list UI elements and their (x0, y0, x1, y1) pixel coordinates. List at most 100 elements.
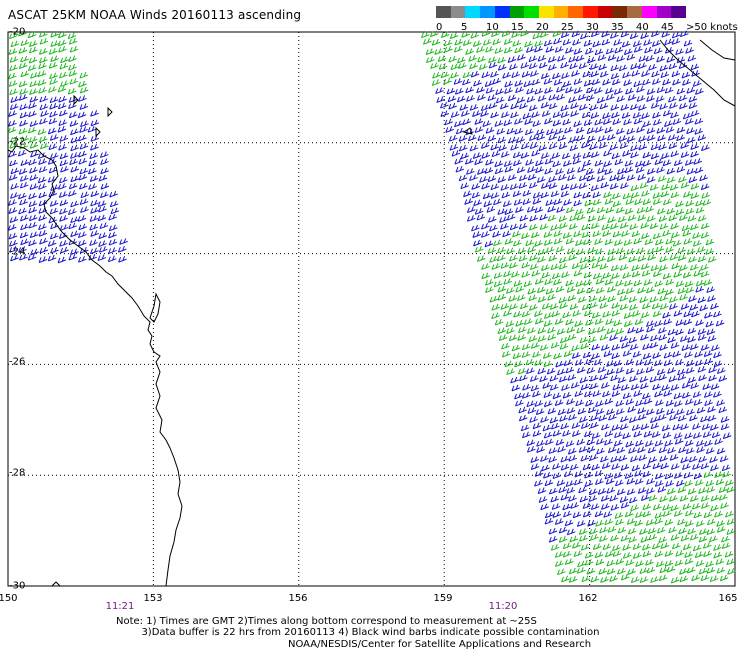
wind-barb (117, 245, 127, 253)
wind-barb (38, 87, 47, 94)
wind-barb (47, 254, 57, 262)
wind-barb (664, 519, 674, 526)
wind-barb (619, 303, 629, 311)
wind-barb (654, 320, 663, 327)
wind-barb (694, 359, 704, 367)
wind-barb (476, 46, 485, 53)
wind-barb (70, 230, 79, 238)
wind-barb (470, 32, 480, 39)
footnote: Note: 1) Times are GMT 2)Times along bot… (116, 616, 599, 638)
wind-barb (18, 80, 28, 88)
wind-barb (481, 263, 490, 270)
wind-barb (725, 510, 734, 518)
wind-barb (612, 200, 622, 208)
wind-barb (700, 462, 710, 470)
wind-barb (556, 206, 565, 213)
wind-barb (670, 504, 679, 512)
wind-barb (487, 135, 497, 142)
wind-barb (609, 575, 618, 582)
wind-barb (603, 350, 613, 358)
wind-barb (501, 191, 511, 199)
wind-barb (556, 479, 566, 487)
wind-barb (659, 264, 668, 272)
wind-barb (714, 510, 723, 518)
wind-barb (700, 183, 710, 191)
wind-barb (701, 192, 710, 199)
wind-barb (600, 423, 610, 431)
wind-barb (497, 327, 507, 335)
wind-barb (568, 223, 578, 230)
wind-barb (645, 559, 654, 566)
wind-barb (68, 182, 78, 190)
wind-barb (715, 319, 725, 327)
wind-barb (626, 477, 636, 485)
wind-barb (527, 173, 537, 181)
wind-barb (543, 39, 553, 47)
wind-barb (706, 486, 716, 494)
legend-swatch (656, 6, 672, 18)
wind-barb (608, 413, 617, 421)
wind-barb (685, 447, 695, 455)
wind-barb (558, 142, 568, 150)
wind-barb (557, 408, 567, 416)
wind-barb (30, 248, 39, 256)
wind-barb (509, 63, 518, 71)
wind-barb (97, 254, 107, 262)
wind-barb (604, 472, 614, 480)
wind-barb (539, 223, 549, 231)
wind-barb (553, 78, 563, 86)
wind-barb (639, 567, 649, 575)
wind-barb (79, 182, 88, 190)
wind-barb (577, 93, 587, 101)
wind-barb (704, 311, 713, 319)
wind-barb (9, 240, 18, 247)
wind-barb (19, 88, 28, 95)
wind-barb (693, 158, 702, 165)
wind-barb (668, 95, 677, 103)
wind-barb (471, 191, 481, 199)
wind-barb (593, 87, 603, 94)
wind-barb (651, 70, 660, 78)
wind-barb (518, 406, 527, 414)
wind-barb (591, 352, 601, 360)
wind-barb (80, 191, 90, 199)
wind-barb (707, 335, 717, 342)
wind-barb (672, 118, 682, 125)
wind-barb (549, 383, 559, 391)
wind-barb (532, 351, 541, 358)
wind-barb (604, 168, 613, 176)
wind-barb (485, 45, 494, 53)
wind-barb (716, 520, 725, 527)
wind-barb (591, 261, 601, 269)
wind-barb (70, 152, 79, 159)
wind-barb (609, 334, 618, 341)
wind-barb (591, 463, 600, 471)
wind-barb (663, 390, 672, 397)
wind-barb (464, 198, 473, 205)
wind-barb (504, 80, 513, 88)
wind-barb (537, 335, 547, 343)
wind-barb (550, 495, 559, 503)
wind-barb (670, 342, 680, 349)
wind-barb (469, 62, 478, 70)
wind-barb (667, 328, 677, 336)
wind-barb (497, 176, 507, 183)
wind-barb (431, 39, 441, 46)
wind-barb (461, 31, 470, 38)
wind-barb (476, 168, 486, 175)
wind-barb (537, 256, 546, 263)
wind-barb (646, 478, 655, 485)
wind-barb (548, 133, 558, 141)
wind-barb (58, 119, 68, 127)
wind-barb (448, 102, 457, 110)
wind-barb (506, 213, 516, 221)
wind-barb (672, 78, 681, 86)
wind-barb (558, 256, 568, 264)
wind-barb (525, 358, 535, 366)
wind-barb (543, 320, 553, 327)
wind-barb (630, 151, 639, 159)
wind-barb (108, 238, 118, 246)
wind-barb (646, 408, 655, 416)
wind-barb (617, 376, 627, 384)
wind-barb (67, 208, 77, 216)
